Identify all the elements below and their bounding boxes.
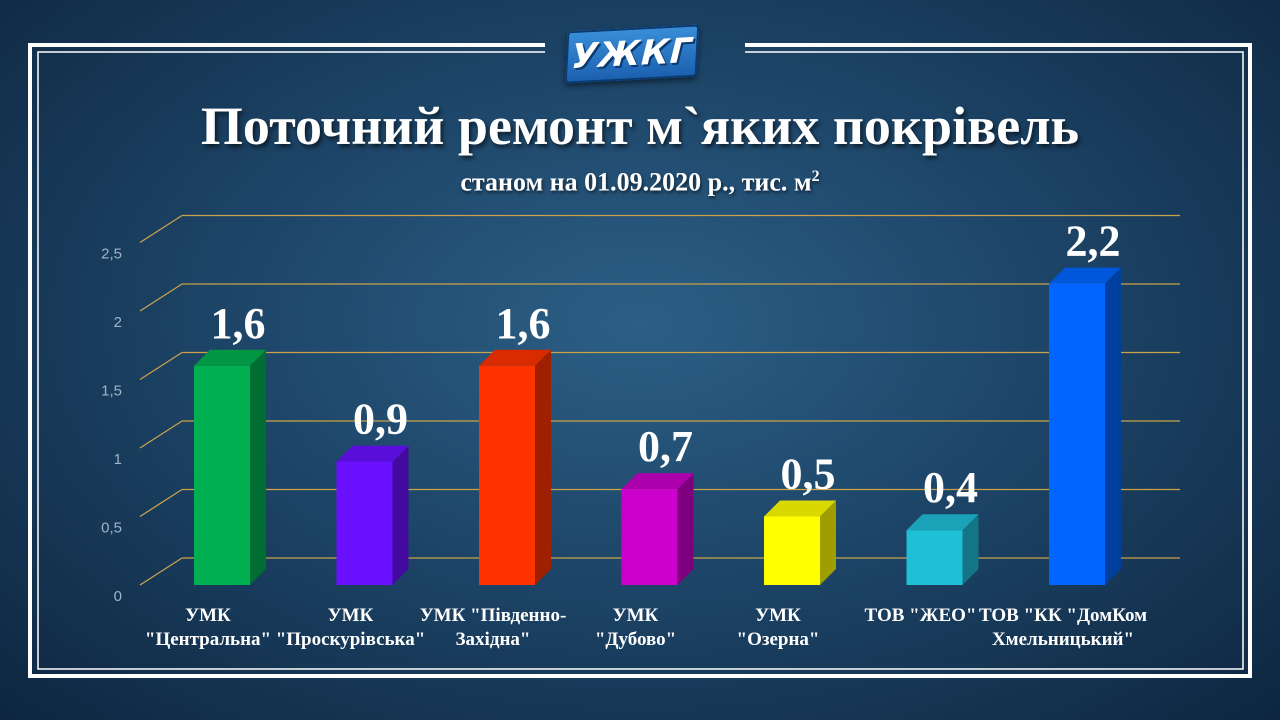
y-tick-label: 0,5	[101, 520, 122, 537]
subtitle-text: станом на 01.09.2020 р., тис. м	[460, 167, 812, 197]
grid-diagonal	[139, 488, 183, 518]
data-label: 0,9	[353, 395, 408, 444]
y-tick-label: 0	[114, 588, 122, 605]
bar-front	[194, 365, 250, 585]
data-label: 0,7	[638, 422, 693, 471]
y-tick-label: 2	[114, 314, 122, 331]
data-label: 1,6	[211, 299, 266, 348]
grid-diagonal	[139, 420, 183, 449]
bar-front	[764, 516, 820, 585]
x-category-label: ТОВ "ЖЕО"	[865, 605, 977, 626]
bar-side	[250, 349, 266, 585]
grid-diagonal	[139, 351, 183, 381]
bar-top	[764, 500, 836, 517]
grid-diagonal	[139, 214, 183, 244]
bar-front	[1049, 283, 1105, 585]
x-category-label: УМК	[613, 605, 659, 626]
x-category-label: "Дубово"	[595, 629, 676, 650]
data-label: 0,5	[781, 450, 836, 499]
bar	[906, 514, 979, 585]
bar-top	[1049, 267, 1121, 284]
bar-top	[194, 349, 266, 366]
bar	[194, 349, 266, 585]
x-category-label: ТОВ "КК "ДомКом	[979, 605, 1147, 626]
y-tick-label: 1,5	[101, 383, 122, 400]
bar-top	[621, 473, 694, 490]
chart-title: Поточний ремонт м`яких покрівель	[200, 96, 1080, 156]
bar-top	[336, 445, 409, 462]
bar-side	[392, 445, 409, 585]
bar-side	[962, 514, 979, 585]
y-tick-label: 2,5	[101, 246, 122, 263]
bar	[336, 445, 409, 585]
grid-diagonal	[139, 557, 183, 586]
bar-top	[479, 349, 551, 366]
bar	[621, 473, 694, 585]
x-axis: УМК "Центральна" УМК "Проскурівська" УМК "Пі…	[145, 605, 1147, 650]
bar-side	[535, 349, 551, 585]
subtitle-superscript: 2	[811, 168, 820, 185]
chart-subtitle: станом на 01.09.2020 р., тис. м2	[0, 162, 1280, 198]
x-category-label: УМК	[185, 605, 231, 626]
x-category-label: УМК	[755, 605, 801, 626]
grid-diagonal	[139, 283, 183, 312]
bar-front	[479, 365, 535, 585]
bar-side	[820, 500, 836, 585]
x-category-label: "Озерна"	[737, 629, 820, 650]
chart-data-labels: 1,6 0,9 1,6 0,7 0,5 0,4 2,2	[211, 217, 1121, 513]
bar-side	[1105, 267, 1121, 585]
bar-top	[906, 514, 979, 531]
bar	[1049, 267, 1121, 585]
x-category-label: "Проскурівська"	[276, 629, 426, 650]
x-category-label: "Центральна"	[145, 629, 271, 650]
chart-bars	[194, 267, 1121, 585]
bar	[479, 349, 551, 585]
x-category-label: УМК	[328, 605, 374, 626]
data-label: 2,2	[1066, 217, 1121, 266]
bar-front	[906, 530, 963, 585]
y-tick-label: 1	[114, 451, 122, 468]
data-label: 0,4	[923, 463, 978, 512]
bar-front	[621, 489, 678, 585]
bar-front	[336, 461, 393, 585]
x-category-label: Хмельницький"	[992, 629, 1134, 650]
bar	[764, 500, 836, 585]
data-label: 1,6	[496, 299, 551, 348]
x-category-label: УМК "Південно-	[420, 605, 567, 626]
x-category-label: Західна"	[456, 629, 531, 650]
y-axis: 0 0,5 1 1,5 2 2,5	[101, 246, 122, 606]
bar-side	[677, 473, 694, 585]
